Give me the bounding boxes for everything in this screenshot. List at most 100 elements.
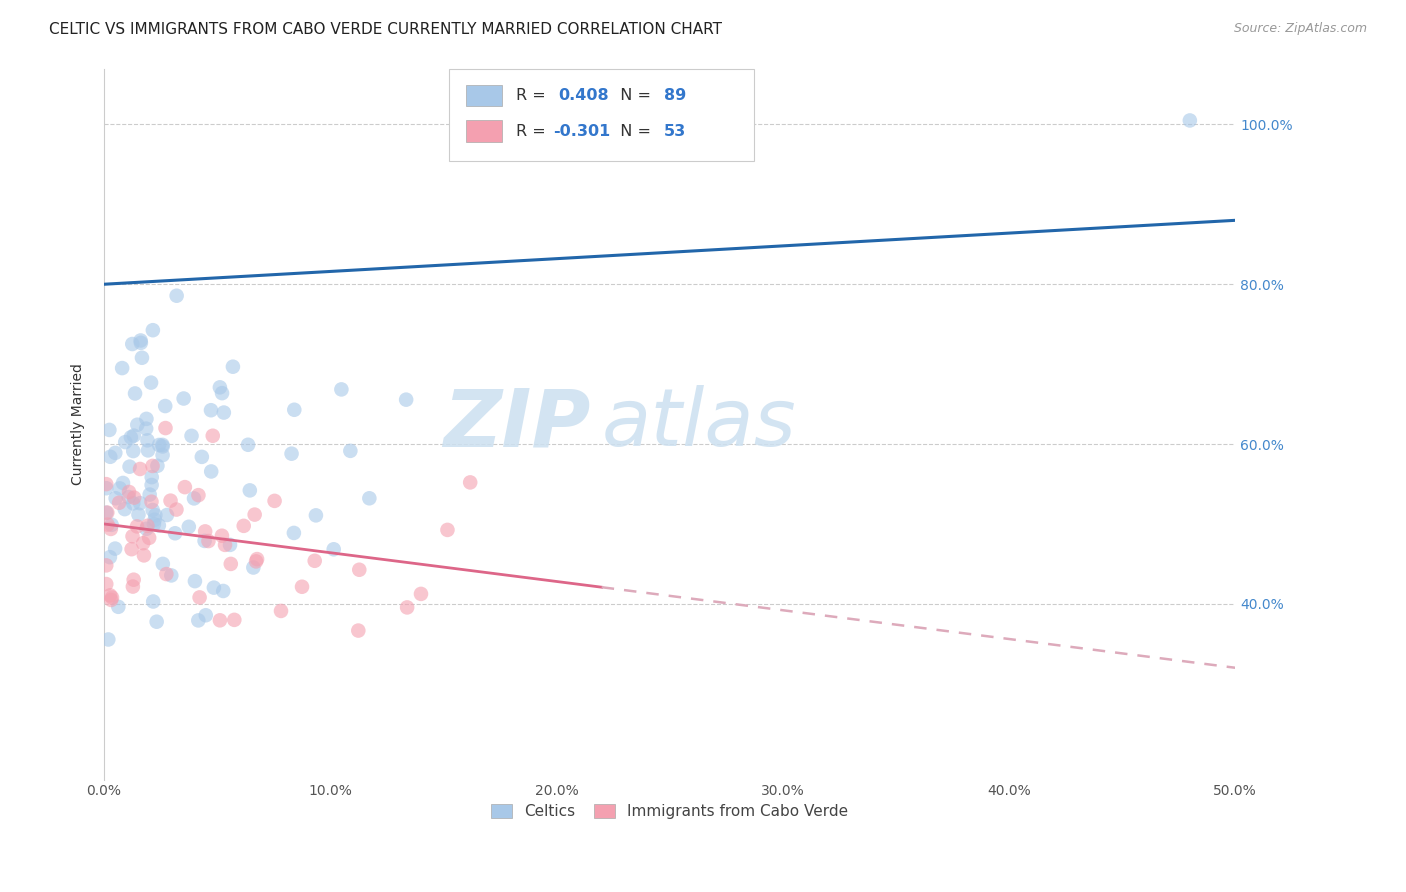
Point — [208, 613, 231, 627]
Point — [96, 477, 118, 491]
Point — [152, 448, 174, 462]
Point — [1178, 113, 1201, 128]
Point — [101, 591, 124, 605]
Point — [142, 517, 165, 532]
Point — [145, 615, 167, 629]
Point — [111, 361, 134, 376]
Point — [138, 531, 160, 545]
Point — [124, 386, 146, 401]
Point — [141, 478, 163, 492]
Point — [142, 594, 165, 608]
Point — [129, 334, 152, 348]
Point — [152, 438, 174, 452]
Point — [396, 600, 419, 615]
Point — [155, 399, 177, 413]
Point — [141, 470, 163, 484]
Point — [148, 438, 170, 452]
Text: 53: 53 — [664, 124, 686, 138]
Point — [121, 542, 143, 557]
Point — [202, 581, 225, 595]
Point — [96, 481, 118, 495]
Point — [245, 554, 267, 568]
Point — [152, 440, 174, 454]
Point — [236, 438, 259, 452]
Point — [138, 487, 160, 501]
Point — [219, 538, 242, 552]
Point — [139, 376, 162, 390]
Point — [211, 386, 233, 401]
Text: CELTIC VS IMMIGRANTS FROM CABO VERDE CURRENTLY MARRIED CORRELATION CHART: CELTIC VS IMMIGRANTS FROM CABO VERDE CUR… — [49, 22, 723, 37]
Point — [349, 563, 371, 577]
Point — [146, 458, 169, 473]
Point — [156, 508, 179, 522]
Point — [165, 526, 187, 541]
Point — [118, 459, 141, 474]
Point — [246, 552, 269, 566]
Point — [108, 482, 131, 496]
Point — [305, 508, 328, 523]
Point — [142, 503, 165, 517]
Point — [211, 529, 233, 543]
Point — [135, 412, 157, 426]
Point — [143, 513, 166, 527]
Text: 89: 89 — [664, 88, 686, 103]
Point — [129, 496, 152, 510]
Point — [145, 508, 167, 523]
Point — [152, 557, 174, 571]
Point — [191, 450, 214, 464]
Point — [212, 406, 235, 420]
Point — [121, 580, 143, 594]
FancyBboxPatch shape — [465, 120, 502, 142]
Text: R =: R = — [516, 124, 551, 138]
Point — [283, 402, 305, 417]
Point — [270, 604, 292, 618]
Point — [219, 557, 242, 571]
Point — [136, 434, 159, 448]
Point — [96, 558, 118, 573]
Point — [283, 525, 305, 540]
Point — [159, 493, 181, 508]
Point — [132, 536, 155, 550]
Text: atlas: atlas — [602, 385, 796, 463]
Point — [121, 529, 143, 543]
Point — [458, 475, 481, 490]
Point — [127, 508, 149, 522]
Point — [129, 335, 152, 350]
Point — [125, 519, 148, 533]
Point — [395, 392, 418, 407]
Point — [120, 430, 142, 444]
Point — [188, 591, 211, 605]
Point — [100, 517, 122, 532]
Text: Source: ZipAtlas.com: Source: ZipAtlas.com — [1233, 22, 1367, 36]
Point — [180, 429, 202, 443]
Point — [160, 568, 183, 582]
Point — [122, 444, 145, 458]
Point — [212, 584, 235, 599]
Point — [141, 494, 163, 508]
Point — [201, 429, 224, 443]
Point — [330, 383, 353, 397]
Point — [232, 519, 254, 533]
Point — [108, 496, 131, 510]
Point — [347, 624, 370, 638]
Point — [166, 289, 188, 303]
Point — [114, 502, 136, 516]
Point — [98, 588, 121, 602]
Point — [127, 417, 149, 432]
Point — [98, 550, 121, 565]
Point — [339, 443, 361, 458]
Point — [239, 483, 262, 498]
Point — [409, 587, 432, 601]
Point — [194, 608, 217, 623]
Point — [243, 508, 266, 522]
Point — [136, 443, 159, 458]
Point — [155, 567, 177, 582]
Text: N =: N = — [610, 124, 655, 138]
Point — [200, 465, 222, 479]
Point — [104, 491, 127, 506]
Point — [97, 632, 120, 647]
Point — [121, 337, 143, 351]
Text: 0.408: 0.408 — [558, 88, 609, 103]
Point — [173, 392, 195, 406]
Point — [359, 491, 381, 506]
